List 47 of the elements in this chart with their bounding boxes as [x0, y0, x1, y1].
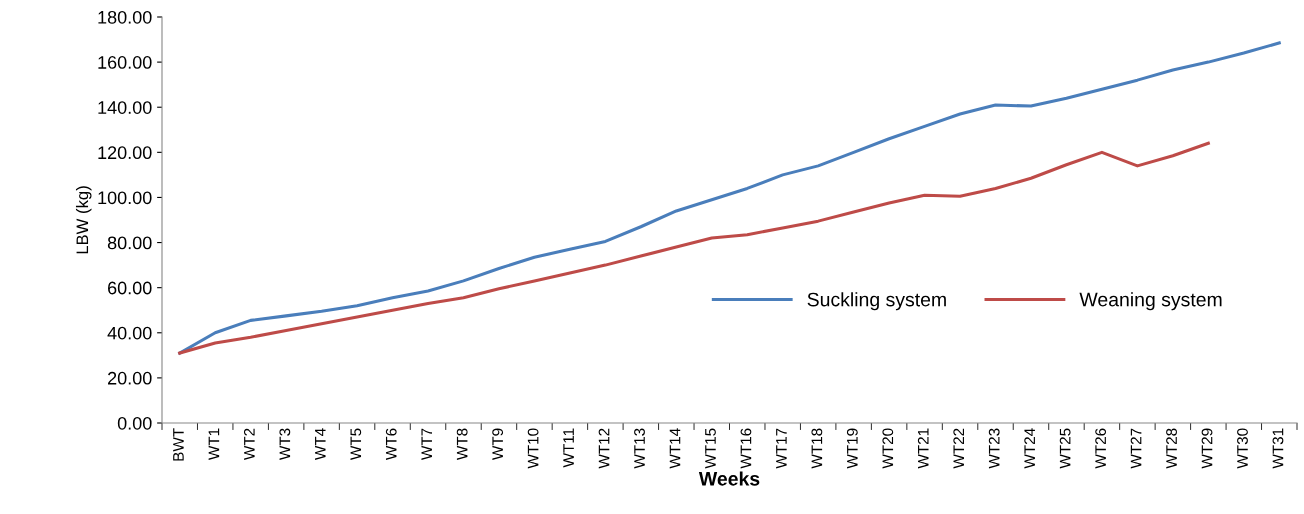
x-tick-label: WT19	[846, 428, 858, 469]
x-tick-label: WT13	[634, 428, 645, 469]
x-tick-label: WT11	[563, 428, 574, 468]
x-tick-label: WT10	[527, 428, 539, 469]
x-tick-label: WT12	[598, 428, 610, 469]
x-tick-label: WT22	[953, 428, 964, 469]
x-tick-label: WT21	[917, 428, 929, 469]
x-tick-label: WT29	[1201, 428, 1213, 469]
x-tick-label: WT23	[988, 428, 1000, 469]
y-tick-label: 80.00	[107, 236, 152, 250]
x-tick-label: WT6	[385, 428, 397, 461]
x-tick-label: WT5	[350, 428, 362, 461]
x-tick-label: WT8	[456, 428, 468, 461]
x-tick-label: WT20	[882, 428, 894, 469]
x-tick-label: WT31	[1272, 428, 1284, 469]
y-tick-label: 160.00	[98, 56, 152, 69]
x-tick-label: WT3	[279, 428, 291, 461]
x-tick-label: WT24	[1024, 428, 1035, 469]
x-tick-label: WT4	[315, 428, 326, 461]
y-tick-label: 100.00	[98, 191, 152, 205]
x-tick-label: WT16	[740, 428, 752, 469]
x-tick-label: WT17	[776, 428, 787, 469]
y-axis-title: LBW (kg)	[75, 186, 92, 254]
legend-label: Suckling system	[807, 292, 946, 311]
x-tick-label: WT18	[811, 428, 823, 469]
y-tick-label: 60.00	[108, 281, 152, 295]
x-tick-label: WT1	[208, 428, 220, 461]
legend-label: Weaning system	[1079, 292, 1222, 311]
x-tick-label: WT27	[1130, 428, 1142, 469]
x-tick-label: WT26	[1095, 428, 1107, 469]
x-tick-label: WT15	[705, 428, 716, 469]
y-tick-label: 40.00	[107, 326, 152, 340]
y-tick-label: 120.00	[98, 146, 152, 160]
x-tick-label: WT14	[669, 428, 681, 469]
x-tick-label: WT28	[1166, 428, 1177, 469]
x-tick-label: WT2	[243, 428, 255, 461]
x-tick-label: WT9	[492, 428, 504, 461]
y-tick-label: 20.00	[108, 371, 152, 385]
line-series	[178, 41, 1281, 355]
y-tick-label: 180.00	[98, 10, 152, 24]
x-tick-label: BWT	[173, 428, 184, 461]
x-tick-label: WT25	[1059, 428, 1071, 469]
y-tick-label: 0.00	[117, 416, 152, 430]
x-tick-label: WT7	[421, 428, 432, 461]
y-tick-label: 140.00	[98, 101, 152, 114]
x-tick-label: WT30	[1237, 428, 1248, 469]
x-axis-title: Weeks	[698, 471, 760, 486]
